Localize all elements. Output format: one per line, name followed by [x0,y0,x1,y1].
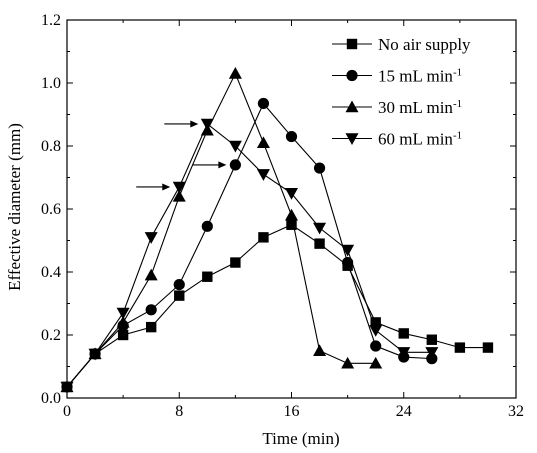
data-point [117,329,129,341]
data-point [370,340,382,352]
data-point [397,347,411,359]
legend-superscript: -1 [453,67,462,79]
series-4 [60,118,439,394]
x-axis-label: Time (min) [262,429,339,448]
annotation-layer [136,120,227,191]
data-point [145,321,157,333]
data-point [172,181,186,194]
y-tick-label: 1.0 [41,75,61,92]
legend-entry: No air supply [332,35,471,54]
series-1 [61,219,494,393]
data-point [482,342,494,353]
data-point [313,222,327,235]
data-point [201,220,213,232]
series-3 [60,67,383,393]
data-point [258,232,269,243]
data-point [314,238,325,249]
arrow-head [190,120,199,128]
data-point [313,344,327,356]
arrow-annotation [192,161,227,169]
data-point [144,268,158,281]
legend: No air supply 15 mL min-1 30 mL min-1 60 mL… [332,35,471,149]
legend-entry: 30 mL min-1 [332,98,462,117]
data-point [172,189,186,202]
legend-superscript: -1 [453,98,462,110]
legend-label: 15 mL min-1 [378,67,462,86]
data-point [228,140,242,153]
data-point [174,290,185,301]
x-tick-label: 24 [396,403,412,420]
data-point [285,130,298,143]
data-point [341,356,355,369]
y-tick-label: 0.8 [41,138,61,155]
data-point [398,328,409,339]
series-line [66,224,488,388]
y-tick-label: 0.0 [41,390,61,407]
data-point [229,159,241,171]
series-layer [60,67,494,394]
data-point [369,356,383,369]
data-point [285,188,298,200]
y-tick-label: 0.6 [41,201,61,218]
data-point [257,97,270,110]
data-point [116,307,130,320]
series-line [66,72,376,388]
ticks-layer: 0 8 16 24 32 0.0 0.2 0.4 0.6 0.8 1.0 1.2 [41,12,524,420]
y-tick-label: 1.2 [41,12,61,29]
legend-marker [346,69,358,82]
arrow-annotation [136,183,171,191]
data-point [116,315,130,328]
data-point [173,279,185,291]
y-tick-label: 0.2 [41,327,61,344]
legend-label: 30 mL min-1 [378,98,462,117]
arrow-head [162,183,171,191]
data-point [454,342,466,353]
legend-marker [345,100,359,113]
data-point [342,256,354,269]
legend-entry: 15 mL min-1 [332,67,462,86]
data-point [202,271,213,282]
x-tick-label: 0 [63,403,71,420]
legend-entry: 60 mL min-1 [332,130,462,149]
data-point [425,347,439,359]
legend-label: No air supply [378,35,471,54]
data-point [286,219,297,230]
data-point [341,244,355,257]
data-point [256,136,270,149]
data-point [200,118,214,131]
data-point [370,317,381,328]
arrow-head [218,161,227,169]
legend-superscript: -1 [453,130,462,142]
data-point [60,381,74,394]
data-point [144,232,158,244]
data-point [228,67,242,79]
data-point [230,257,241,268]
arrow-annotation [164,120,199,128]
data-point [256,169,270,181]
series-line [66,123,432,388]
x-tick-label: 16 [284,403,300,420]
y-tick-label: 0.4 [41,264,61,281]
y-axis-label: Effective diameter (mm) [5,123,24,291]
data-point [88,348,102,361]
data-point [426,334,438,345]
data-point [313,162,326,174]
data-point [145,304,157,316]
data-point [285,208,298,221]
x-tick-label: 8 [175,403,183,420]
legend-marker [346,38,358,50]
legend-marker [345,133,359,145]
legend-label: 60 mL min-1 [378,130,462,149]
data-point [369,325,383,337]
x-tick-label: 32 [508,403,524,420]
